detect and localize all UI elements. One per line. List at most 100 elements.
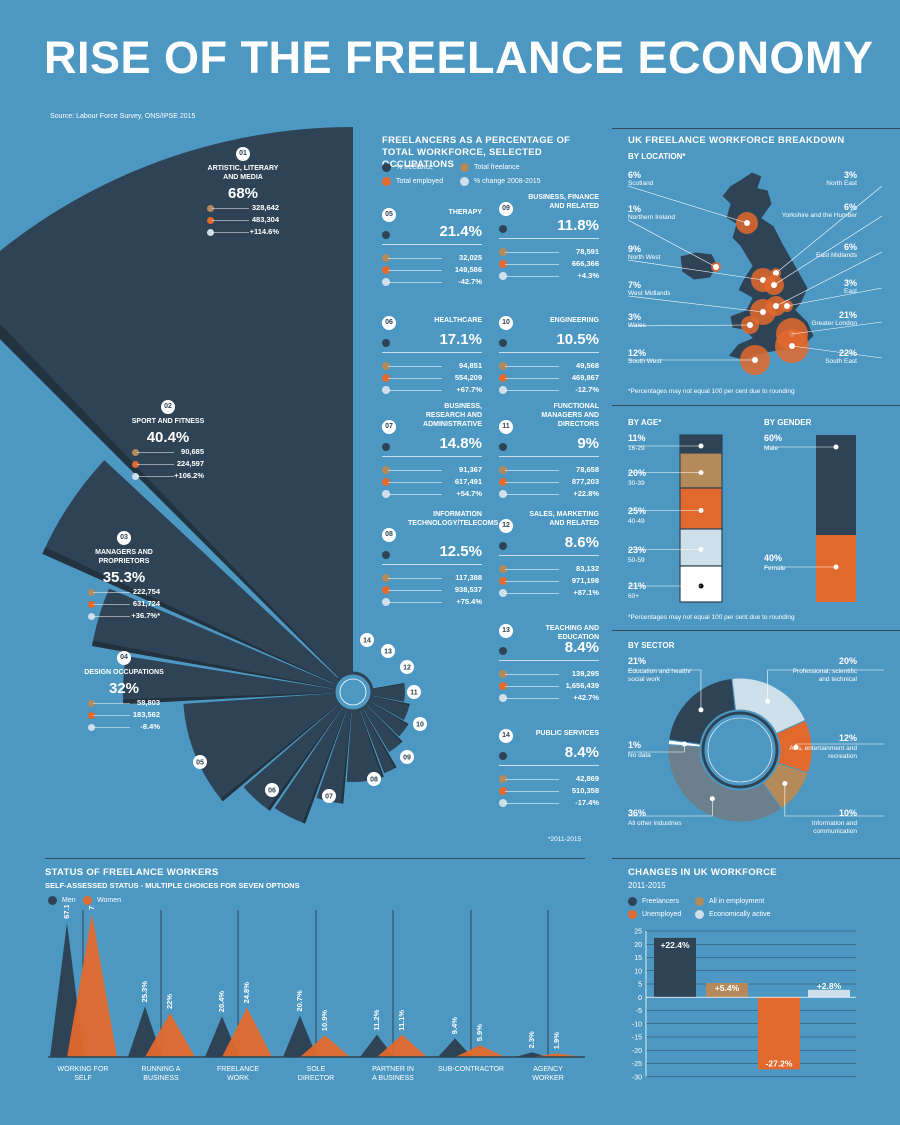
region-name: Greater London: [811, 320, 857, 327]
category-label: BUSINESS: [143, 1075, 179, 1082]
freelance-dot: [132, 449, 139, 456]
fan-item: 01 ARTISTIC, LITERARY AND MEDIA 68% 328,642…: [183, 147, 303, 238]
sector-marker: [782, 781, 788, 787]
occupation-pct: 10.5%: [556, 331, 599, 348]
leader-line: [784, 783, 884, 817]
change-value-label: -27.2%: [766, 1058, 793, 1068]
leader-line: [505, 264, 559, 265]
fan-item-name: DESIGN OCCUPATIONS: [84, 669, 164, 676]
women-value-label: 71.5%: [87, 905, 96, 910]
sector-marker: [681, 741, 687, 747]
change-dot: [499, 386, 507, 394]
leader-line: [505, 803, 559, 804]
y-tick-label: 20: [634, 942, 642, 949]
fan-item-row: 183,562: [88, 710, 160, 721]
occupation-card: 13 TEACHING AND EDUCATION 8.4% 139,295 1,656…: [499, 624, 599, 734]
leader-line: [388, 378, 442, 379]
legend-men: Men: [48, 896, 76, 905]
freelance-value: 90,685: [181, 447, 204, 456]
fan-small-label-circle: [367, 772, 381, 786]
occupation-number: 13: [499, 624, 513, 638]
sector-slice: [667, 743, 783, 823]
fan-wedge-03: [92, 588, 337, 689]
occupation-row: 49,568: [499, 361, 599, 371]
occupations-title: FREELANCERS AS A PERCENTAGE OF TOTAL WOR…: [382, 135, 571, 170]
legend-pct-freelance: % freelance: [382, 163, 433, 172]
change-dot: [499, 694, 507, 702]
location-footnote: *Percentages may not equal 100 per cent …: [628, 388, 795, 395]
occupation-row: 78,591: [499, 247, 599, 257]
fan-wedge-edge: [123, 692, 336, 705]
fan-wedge-09: [346, 708, 384, 782]
women-triangle: [300, 1035, 350, 1057]
change-dot: [382, 278, 390, 286]
region-label: 3% East: [767, 278, 857, 296]
legend-total-freelance: Total freelance: [460, 163, 520, 172]
freelance-value: 78,658: [576, 465, 599, 474]
occupation-row: 91,367: [382, 465, 482, 475]
fan-small-label: 10: [416, 722, 424, 729]
freelance-dot: [207, 205, 214, 212]
region-label: 21% Greater London: [767, 310, 857, 328]
change-value-label: +22.4%: [660, 940, 690, 950]
occupation-fan-chart: 05 06 07 08 09 10 11 12 13 14: [0, 127, 427, 824]
fan-wedge-edge: [0, 323, 341, 680]
fan-small-label-circle: [407, 685, 421, 699]
category-label: FREELANCE: [217, 1066, 259, 1073]
region-pct: 22%: [838, 348, 857, 358]
change-value: +87.1%: [573, 588, 599, 597]
leader-line: [627, 259, 764, 281]
region-name: Yorkshire and the Humber: [781, 212, 857, 219]
fan-item-name: ARTISTIC, LITERARY AND MEDIA: [207, 165, 279, 181]
workforce-change-chart: 25 20 15 10 5 0 -5 -10 -15 -20 -25 -30 +22.4% +5.4% -2…: [632, 929, 856, 1081]
freelance-value: 94,851: [459, 361, 482, 370]
fan-wedge-04: [123, 656, 336, 705]
fan-small-label-circle: [413, 717, 427, 731]
leader-line: [212, 208, 249, 209]
pct-freelance-dot: [499, 339, 507, 347]
y-tick-label: 5: [638, 982, 642, 989]
age-gender-bars: [628, 434, 856, 603]
men-value-label: 9.4%: [450, 1017, 459, 1034]
divider: [499, 456, 599, 457]
category-label: SELF: [74, 1075, 92, 1082]
sector-label: 1% No data: [628, 740, 698, 760]
pct-freelance-dot: [382, 231, 390, 239]
freelance-value: 78,591: [576, 247, 599, 256]
change-value: +42.7%: [573, 693, 599, 702]
occupation-name: BUSINESS, FINANCE AND RELATED: [528, 194, 599, 210]
sector-name: Arts, entertainment and recreation: [789, 745, 857, 760]
leader-line: [388, 470, 442, 471]
change-value: +114.6%: [249, 227, 279, 236]
sector-pct: 10%: [838, 808, 857, 818]
gender-label: 40% Female: [764, 553, 786, 572]
y-tick-label: -10: [632, 1021, 642, 1028]
age-range: 50-59: [628, 557, 645, 564]
change-value: -8.4%: [140, 722, 160, 731]
change-value: +22.8%: [573, 489, 599, 498]
fan-small-label-circle: [400, 660, 414, 674]
change-value: +4.3%: [577, 271, 599, 280]
leader-line: [505, 593, 559, 594]
sector-label: 36% All other industries: [628, 808, 698, 828]
freelance-dot: [88, 700, 95, 707]
age-pct: 11%: [628, 433, 646, 443]
fan-small-label-circle: [265, 783, 279, 797]
freelance-value: 222,754: [132, 587, 160, 596]
y-tick-label: 25: [634, 929, 642, 936]
employed-dot: [499, 577, 507, 585]
sector-label: 12% Arts, entertainment and recreation: [787, 733, 857, 761]
fan-wedge-01: [0, 127, 353, 680]
by-age-title: BY AGE*: [628, 418, 662, 427]
category-label: A BUSINESS: [372, 1075, 414, 1082]
occupation-row: 1,656,439: [499, 681, 599, 691]
change-dot: [382, 386, 390, 394]
region-label: 3% Wales: [628, 312, 718, 330]
region-pct: 9%: [628, 244, 642, 254]
category-label: WORK: [227, 1075, 249, 1082]
employed-dot: [88, 601, 95, 608]
age-pct: 21%: [628, 581, 647, 591]
leader-line: [505, 779, 559, 780]
occupation-row: 83,132: [499, 564, 599, 574]
legend-women: Women: [83, 896, 121, 905]
